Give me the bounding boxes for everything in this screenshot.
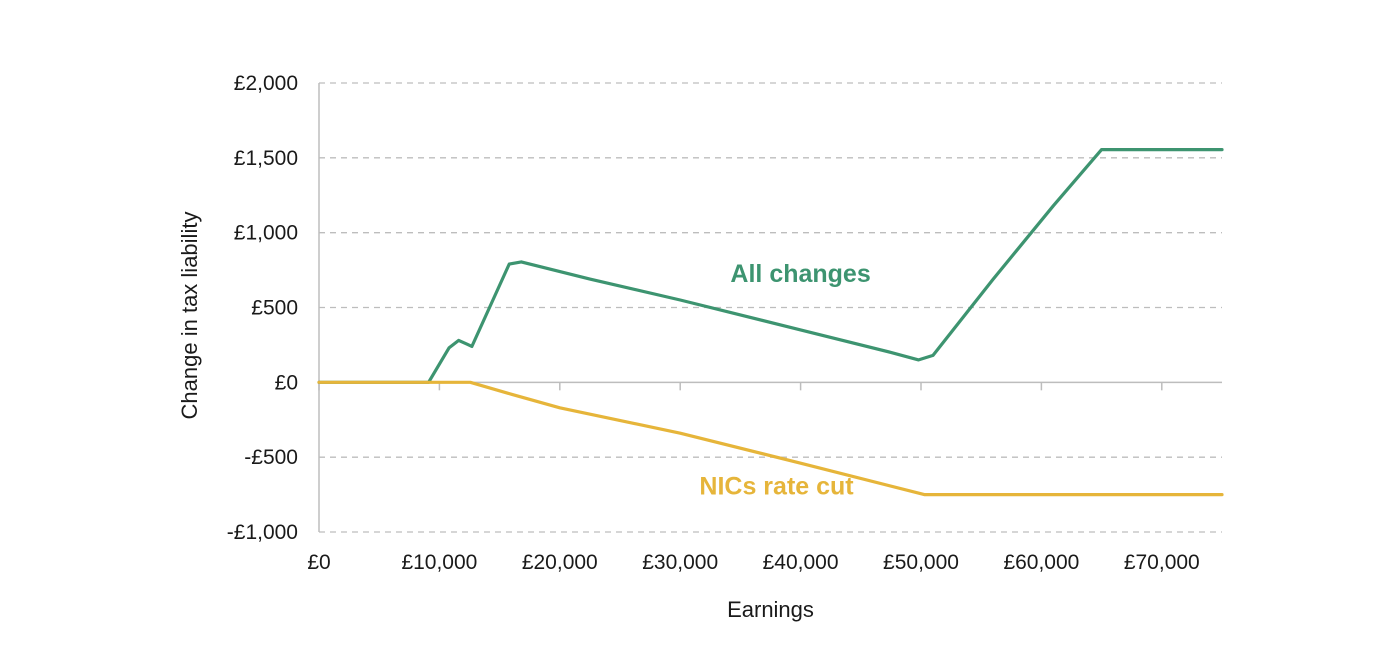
y-tick-label: £0 — [275, 371, 298, 394]
x-tick-label: £10,000 — [401, 551, 477, 574]
grid-layer — [319, 82, 1222, 533]
y-tick-label: £2,000 — [234, 72, 298, 95]
series-line-all-changes — [317, 148, 1224, 384]
y-tick-label: £500 — [251, 297, 298, 320]
x-tick-label: £30,000 — [642, 551, 718, 574]
y-tick-label: £1,500 — [234, 147, 298, 170]
x-tick-label: £70,000 — [1124, 551, 1200, 574]
axes: £2,000 £1,500 £1,000 £500 £0 -£500 -£1,000 £0 £1… — [227, 72, 1222, 574]
series-layer — [317, 148, 1224, 497]
labels: All changes NICs rate cut — [699, 260, 870, 501]
x-tick-label: £0 — [307, 551, 330, 574]
x-tick-label: £40,000 — [763, 551, 839, 574]
y-tick-label: -£1,000 — [227, 521, 298, 544]
series-label-nics-rate-cut: NICs rate cut — [699, 473, 854, 501]
x-axis-title: Earnings — [727, 597, 814, 622]
x-tick-label: £50,000 — [883, 551, 959, 574]
series-label-all-changes: All changes — [730, 260, 870, 288]
y-tick-label: -£500 — [244, 446, 298, 469]
series-line-nics-rate-cut — [317, 380, 1224, 497]
x-tick-label: £60,000 — [1003, 551, 1079, 574]
x-tick-label: £20,000 — [522, 551, 598, 574]
y-tick-label: £1,000 — [234, 222, 298, 245]
y-axis-title: Change in tax liability — [177, 212, 202, 420]
